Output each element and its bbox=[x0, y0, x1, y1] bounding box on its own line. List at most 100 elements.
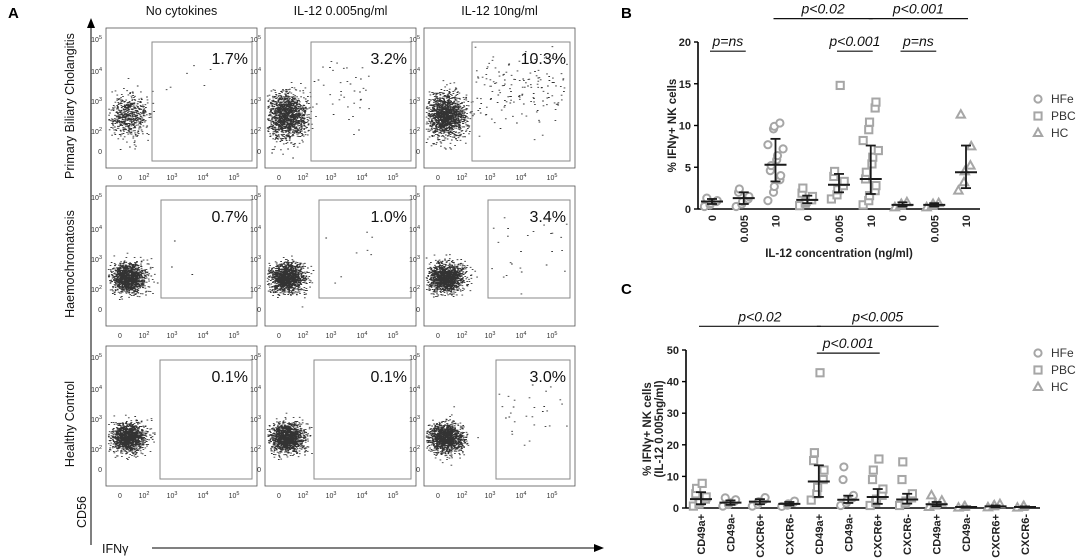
legend-label: HC bbox=[1051, 126, 1069, 140]
x-tick-label: 102 bbox=[457, 331, 468, 340]
x-tick-exp: 4 bbox=[364, 331, 367, 337]
x-tick-base: 10 bbox=[485, 493, 493, 500]
category-label: 0 bbox=[898, 215, 910, 221]
data-point bbox=[868, 152, 878, 162]
x-tick-exp: 2 bbox=[146, 331, 149, 337]
x-tick-label: 102 bbox=[298, 173, 309, 182]
x-tick-exp: 4 bbox=[364, 173, 367, 179]
x-tick-base: 10 bbox=[198, 175, 206, 182]
x-tick-label: 105 bbox=[388, 491, 399, 500]
x-tick-base: 10 bbox=[139, 493, 147, 500]
y-tick-exp: 4 bbox=[417, 225, 420, 231]
group-hfe bbox=[718, 493, 742, 511]
x-tick-base: 10 bbox=[357, 493, 365, 500]
y-tick-base: 10 bbox=[91, 37, 99, 44]
x-tick-label: 0 bbox=[277, 333, 281, 340]
x-tick-base: 0 bbox=[277, 175, 281, 182]
y-tick-base: 10 bbox=[250, 447, 258, 454]
x-tick-base: 10 bbox=[198, 333, 206, 340]
event-dots bbox=[108, 65, 212, 150]
x-tick-base: 10 bbox=[298, 493, 306, 500]
plot-frame bbox=[105, 345, 258, 487]
y-tick-exp: 4 bbox=[258, 225, 261, 231]
category-label: 0 bbox=[802, 215, 814, 221]
x-tick-label: 104 bbox=[516, 173, 527, 182]
y-tick-exp: 5 bbox=[258, 35, 261, 41]
x-tick-label: 0 bbox=[277, 175, 281, 182]
legend-label: PBC bbox=[1051, 109, 1076, 123]
x-tick-base: 10 bbox=[357, 333, 365, 340]
gate-box bbox=[471, 41, 571, 162]
y-tick-base: 0 bbox=[416, 307, 420, 314]
group-pbc bbox=[858, 97, 883, 210]
x-tick-label: 103 bbox=[167, 331, 178, 340]
y-tick-base: 10 bbox=[409, 417, 417, 424]
panel-c: C 0 10 20 30 40 50 % IFNγ+ NK cells (IL-12 0.005… bbox=[621, 281, 1076, 558]
x-tick-label: 102 bbox=[298, 331, 309, 340]
row-header: Haemochromatosis bbox=[63, 210, 77, 318]
x-tick-base: 10 bbox=[229, 175, 237, 182]
y-tick-exp: 5 bbox=[417, 35, 420, 41]
x-tick-label: 105 bbox=[547, 173, 558, 182]
y-tick-exp: 5 bbox=[417, 193, 420, 199]
x-tick-base: 10 bbox=[388, 175, 396, 182]
legend-label: PBC bbox=[1051, 363, 1076, 377]
y-axis-title: CD56 bbox=[75, 496, 89, 528]
x-tick-base: 0 bbox=[118, 333, 122, 340]
plot-frame bbox=[105, 185, 258, 327]
y-tick-exp: 3 bbox=[417, 97, 420, 103]
x-tick-label: 103 bbox=[326, 173, 337, 182]
x-tick-exp: 3 bbox=[492, 173, 495, 179]
plot-frame bbox=[264, 185, 417, 327]
x-tick-exp: 4 bbox=[523, 173, 526, 179]
data-point bbox=[861, 167, 871, 177]
y-tick-exp: 2 bbox=[258, 285, 261, 291]
x-tick-label: 0 bbox=[436, 333, 440, 340]
event-dots bbox=[107, 414, 156, 460]
y-tick-exp: 3 bbox=[258, 255, 261, 261]
data-point bbox=[897, 474, 907, 485]
gate-percentage: 0.1% bbox=[212, 369, 248, 386]
gate-box bbox=[310, 41, 412, 162]
x-tick-base: 0 bbox=[436, 333, 440, 340]
y-axis-title: % IFNγ+ NK cells bbox=[642, 382, 654, 476]
y-tick-base: 10 bbox=[250, 129, 258, 136]
x-tick-label: 104 bbox=[198, 331, 209, 340]
panel-a: A No cytokines IL-12 0.005ng/ml IL-12 10ng/… bbox=[8, 4, 604, 556]
y-tick-label: 0 bbox=[257, 467, 261, 474]
group-hc bbox=[923, 488, 948, 512]
x-tick-label: 0 bbox=[118, 493, 122, 500]
x-tick-exp: 5 bbox=[395, 491, 398, 497]
x-tick-label: 103 bbox=[485, 331, 496, 340]
significance-label: p=ns bbox=[712, 33, 744, 49]
x-tick-exp: 2 bbox=[146, 173, 149, 179]
plot-frame bbox=[264, 27, 417, 169]
legend-marker bbox=[1033, 111, 1043, 121]
y-tick-exp: 2 bbox=[99, 285, 102, 291]
x-tick-base: 10 bbox=[457, 333, 465, 340]
category-label: CD49a- bbox=[725, 514, 737, 552]
x-tick-label: 0 bbox=[436, 493, 440, 500]
gate-percentage: 0.7% bbox=[212, 209, 248, 226]
event-cloud bbox=[425, 217, 568, 298]
significance-label: p<0.02 bbox=[801, 1, 845, 17]
x-tick-exp: 5 bbox=[554, 331, 557, 337]
y-tick-exp: 4 bbox=[99, 385, 102, 391]
data-point bbox=[815, 368, 825, 378]
y-tick-base: 0 bbox=[257, 467, 261, 474]
x-tick-base: 10 bbox=[547, 175, 555, 182]
y-tick-base: 10 bbox=[250, 355, 258, 362]
x-tick-exp: 2 bbox=[464, 173, 467, 179]
panel-b: B 0 5 10 15 20 % IFNγ+ NK cells IL-12 concentra… bbox=[621, 1, 1076, 260]
y-tick-label: 103 bbox=[91, 97, 102, 106]
x-axis-arrowhead bbox=[594, 544, 604, 552]
y-tick-label: 20 bbox=[667, 440, 679, 452]
gate-percentage: 3.0% bbox=[530, 369, 566, 386]
x-tick-base: 10 bbox=[547, 333, 555, 340]
y-tick-base: 10 bbox=[91, 287, 99, 294]
plot-frame bbox=[423, 345, 576, 487]
y-tick-label: 0 bbox=[416, 307, 420, 314]
x-tick-label: 105 bbox=[547, 331, 558, 340]
